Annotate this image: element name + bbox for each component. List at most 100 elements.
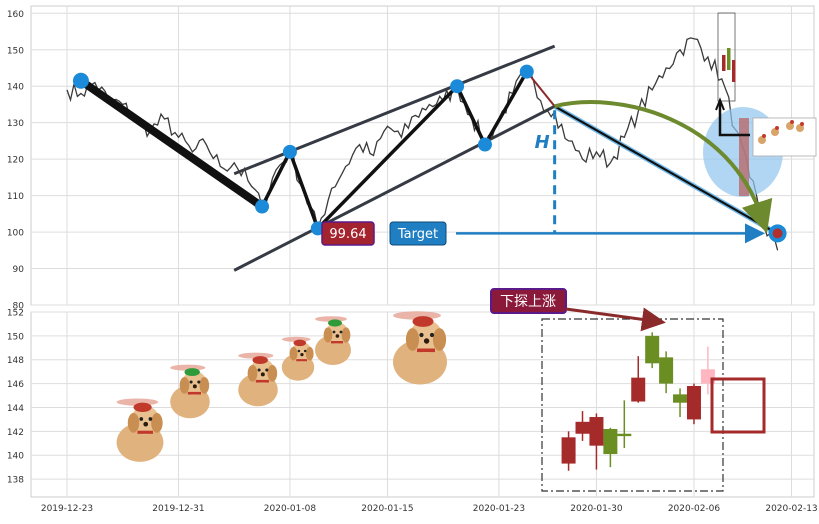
top-y-tick-label: 80 bbox=[13, 302, 25, 312]
top-y-tick-label: 140 bbox=[7, 83, 24, 93]
inset-frame bbox=[717, 12, 736, 102]
candle-body bbox=[603, 428, 618, 455]
inset-puppy-copter bbox=[762, 134, 766, 138]
pattern-segment bbox=[316, 84, 459, 231]
top-y-axis: 80 90 100 110 120 130 140 150 160 bbox=[7, 10, 24, 312]
puppy-eye bbox=[189, 380, 193, 384]
bottom-y-tick-label: 138 bbox=[7, 476, 24, 486]
puppy-nose bbox=[300, 352, 304, 357]
puppy-nose bbox=[192, 384, 197, 389]
helicopter-cap bbox=[412, 316, 434, 327]
helicopter-cap bbox=[328, 319, 342, 327]
pattern-point bbox=[519, 64, 534, 79]
x-axis: 2019-12-23 2019-12-31 2020-01-08 2020-01-15… bbox=[41, 504, 818, 514]
pattern-segment bbox=[76, 76, 267, 211]
inset-puppy-copter bbox=[800, 122, 804, 126]
puppy-nose bbox=[143, 421, 149, 427]
helicopter-cap bbox=[293, 339, 307, 347]
candle-body bbox=[631, 377, 646, 402]
bottom-y-tick-label: 140 bbox=[7, 452, 24, 462]
pattern-point bbox=[282, 144, 297, 159]
projection-overlay bbox=[456, 12, 817, 244]
inset-candle bbox=[727, 48, 731, 70]
top-panel-frame bbox=[30, 5, 815, 306]
top-y-tick-label: 160 bbox=[7, 10, 24, 20]
pattern-segment bbox=[483, 69, 529, 147]
inset-bracket bbox=[718, 103, 750, 137]
helicopter-cap bbox=[252, 356, 268, 365]
target-badge bbox=[389, 221, 447, 246]
price-value-text: 99.64 bbox=[329, 227, 366, 242]
bottom-y-tick-label: 146 bbox=[7, 380, 24, 390]
bottom-y-tick-label: 152 bbox=[7, 309, 24, 319]
channel-line bbox=[233, 104, 556, 272]
pattern-segment bbox=[525, 71, 556, 107]
puppy-ear bbox=[323, 327, 333, 343]
pattern-zigzag bbox=[72, 64, 556, 236]
price-line bbox=[66, 37, 779, 251]
candle-body bbox=[686, 386, 701, 420]
puppy-eye bbox=[197, 380, 201, 384]
puppy-ear bbox=[305, 346, 314, 361]
x-tick-label: 2020-01-30 bbox=[570, 504, 623, 514]
inset-puppy-copter bbox=[790, 120, 794, 124]
puppy-ear bbox=[289, 346, 298, 361]
puppy-collar bbox=[255, 379, 269, 383]
x-tick-label: 2020-01-08 bbox=[264, 504, 317, 514]
puppy-ear bbox=[405, 328, 420, 351]
puppy-decoration bbox=[116, 311, 447, 462]
top-y-tick-label: 90 bbox=[13, 265, 25, 275]
top-panel: 80 90 100 110 120 130 140 150 160 H 99.64 Target bbox=[7, 5, 817, 312]
puppy-eye bbox=[265, 368, 269, 372]
puppy-nose bbox=[335, 334, 340, 338]
puppy-ear bbox=[341, 327, 351, 343]
puppy-collar bbox=[187, 391, 201, 395]
inset-bracket-tip bbox=[715, 97, 725, 111]
puppy-collar bbox=[417, 348, 435, 353]
puppy-collar bbox=[137, 430, 153, 434]
target-point-core bbox=[772, 228, 783, 239]
puppy-eye bbox=[332, 330, 336, 334]
top-y-tick-label: 110 bbox=[7, 192, 24, 202]
bottom-y-tick-label: 144 bbox=[7, 404, 24, 414]
puppy-ear bbox=[432, 328, 447, 351]
annotation-text: 下探上涨 bbox=[500, 294, 556, 310]
helicopter-cap bbox=[133, 402, 152, 412]
puppy-ear bbox=[151, 413, 163, 433]
top-y-tick-label: 130 bbox=[7, 119, 24, 129]
annotation-arrow bbox=[565, 307, 666, 332]
bottom-y-tick-label: 148 bbox=[7, 356, 24, 366]
x-tick-label: 2020-01-15 bbox=[361, 504, 413, 514]
puppy-eye bbox=[419, 332, 424, 338]
puppy-collar bbox=[296, 359, 307, 362]
x-tick-label: 2020-02-06 bbox=[668, 504, 721, 514]
puppy-ear bbox=[199, 376, 210, 394]
puppy-ear bbox=[179, 376, 190, 394]
pattern-segment bbox=[455, 84, 487, 147]
highlight-box bbox=[710, 377, 766, 434]
dashdot-box bbox=[541, 318, 724, 492]
puppy-eye bbox=[429, 332, 435, 338]
bottom-annotations: 下探上涨 bbox=[490, 288, 766, 492]
puppy-eye bbox=[297, 349, 301, 353]
top-y-tick-label: 100 bbox=[7, 229, 24, 239]
pattern-segment bbox=[288, 150, 320, 231]
inset-candle bbox=[732, 60, 736, 82]
price-badge bbox=[321, 221, 375, 246]
puppy-ear bbox=[127, 413, 140, 433]
pattern-segment bbox=[260, 150, 292, 209]
candle-body bbox=[645, 335, 660, 364]
height-label: H bbox=[535, 132, 550, 153]
puppy-eye bbox=[257, 368, 261, 372]
pattern-point bbox=[477, 137, 492, 152]
projection-line bbox=[554, 105, 773, 232]
puppy-eye bbox=[303, 349, 307, 353]
annotation-badge bbox=[490, 288, 567, 314]
top-annotations: H 99.64 Target bbox=[321, 132, 550, 246]
puppy-eye bbox=[339, 330, 343, 334]
top-y-tick-label: 150 bbox=[7, 46, 24, 56]
candle-body bbox=[617, 433, 632, 437]
puppy-ear bbox=[247, 364, 258, 382]
